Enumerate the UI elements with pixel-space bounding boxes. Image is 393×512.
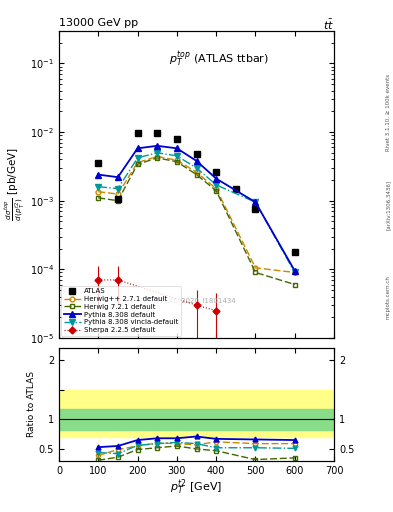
Herwig++ 2.7.1 default [214,185,219,191]
Herwig 7.2.1 default [155,155,160,161]
Pythia 8.308 vincia-default [155,150,160,156]
ATLAS [135,130,140,136]
Herwig++ 2.7.1 default [253,265,258,271]
Herwig++ 2.7.1 default [194,169,199,175]
Text: mcplots.cern.ch: mcplots.cern.ch [386,275,391,319]
Herwig 7.2.1 default [194,172,199,178]
Pythia 8.308 vincia-default [116,185,120,191]
ATLAS [253,206,258,212]
Pythia 8.308 vincia-default [253,199,258,205]
Herwig++ 2.7.1 default [96,189,101,195]
Herwig 7.2.1 default [96,195,101,201]
Text: 13000 GeV pp: 13000 GeV pp [59,18,138,28]
Herwig++ 2.7.1 default [174,157,179,163]
Text: $p_T^{top}$ (ATLAS ttbar): $p_T^{top}$ (ATLAS ttbar) [169,49,268,69]
Pythia 8.308 default [214,176,219,182]
Pythia 8.308 vincia-default [194,165,199,171]
Pythia 8.308 vincia-default [214,182,219,188]
ATLAS [155,130,160,136]
ATLAS [116,196,120,202]
Herwig 7.2.1 default [174,159,179,165]
ATLAS [96,160,101,166]
ATLAS [174,136,179,142]
Herwig++ 2.7.1 default [116,191,120,197]
Herwig 7.2.1 default [116,198,120,204]
Line: Pythia 8.308 default: Pythia 8.308 default [95,143,298,273]
Pythia 8.308 vincia-default [174,153,179,159]
Pythia 8.308 default [292,268,297,274]
Line: ATLAS: ATLAS [95,130,298,255]
Pythia 8.308 default [253,199,258,205]
Herwig++ 2.7.1 default [155,154,160,160]
Line: Herwig++ 2.7.1 default: Herwig++ 2.7.1 default [96,154,297,275]
ATLAS [292,249,297,255]
Y-axis label: $\frac{d\,\sigma^{top}}{d\,(p_T^{t2})}$ [pb/GeV]: $\frac{d\,\sigma^{top}}{d\,(p_T^{t2})}$ … [4,147,27,221]
Legend: ATLAS, Herwig++ 2.7.1 default, Herwig 7.2.1 default, Pythia 8.308 default, Pythi: ATLAS, Herwig++ 2.7.1 default, Herwig 7.… [61,286,181,336]
X-axis label: $p_T^{t2}$ [GeV]: $p_T^{t2}$ [GeV] [170,477,223,497]
ATLAS [194,151,199,157]
Herwig++ 2.7.1 default [135,159,140,165]
Herwig 7.2.1 default [253,269,258,275]
Pythia 8.308 default [135,145,140,152]
Text: ATLAS_2020_I1801434: ATLAS_2020_I1801434 [157,297,236,305]
Herwig 7.2.1 default [135,161,140,167]
Line: Pythia 8.308 vincia-default: Pythia 8.308 vincia-default [95,150,298,275]
Herwig 7.2.1 default [292,282,297,288]
Pythia 8.308 vincia-default [135,155,140,161]
Pythia 8.308 vincia-default [292,269,297,275]
Pythia 8.308 vincia-default [96,184,101,190]
Herwig 7.2.1 default [214,187,219,194]
Pythia 8.308 default [194,158,199,164]
ATLAS [214,169,219,175]
Line: Herwig 7.2.1 default: Herwig 7.2.1 default [96,156,297,287]
Text: Rivet 3.1.10, ≥ 100k events: Rivet 3.1.10, ≥ 100k events [386,74,391,151]
Text: $t\bar{t}$: $t\bar{t}$ [323,18,334,32]
Pythia 8.308 default [174,145,179,152]
ATLAS [233,185,238,191]
Y-axis label: Ratio to ATLAS: Ratio to ATLAS [27,372,36,437]
Pythia 8.308 default [96,172,101,178]
Pythia 8.308 default [116,174,120,180]
Herwig++ 2.7.1 default [292,269,297,275]
Pythia 8.308 default [155,143,160,149]
Text: [arXiv:1306.3436]: [arXiv:1306.3436] [386,180,391,230]
